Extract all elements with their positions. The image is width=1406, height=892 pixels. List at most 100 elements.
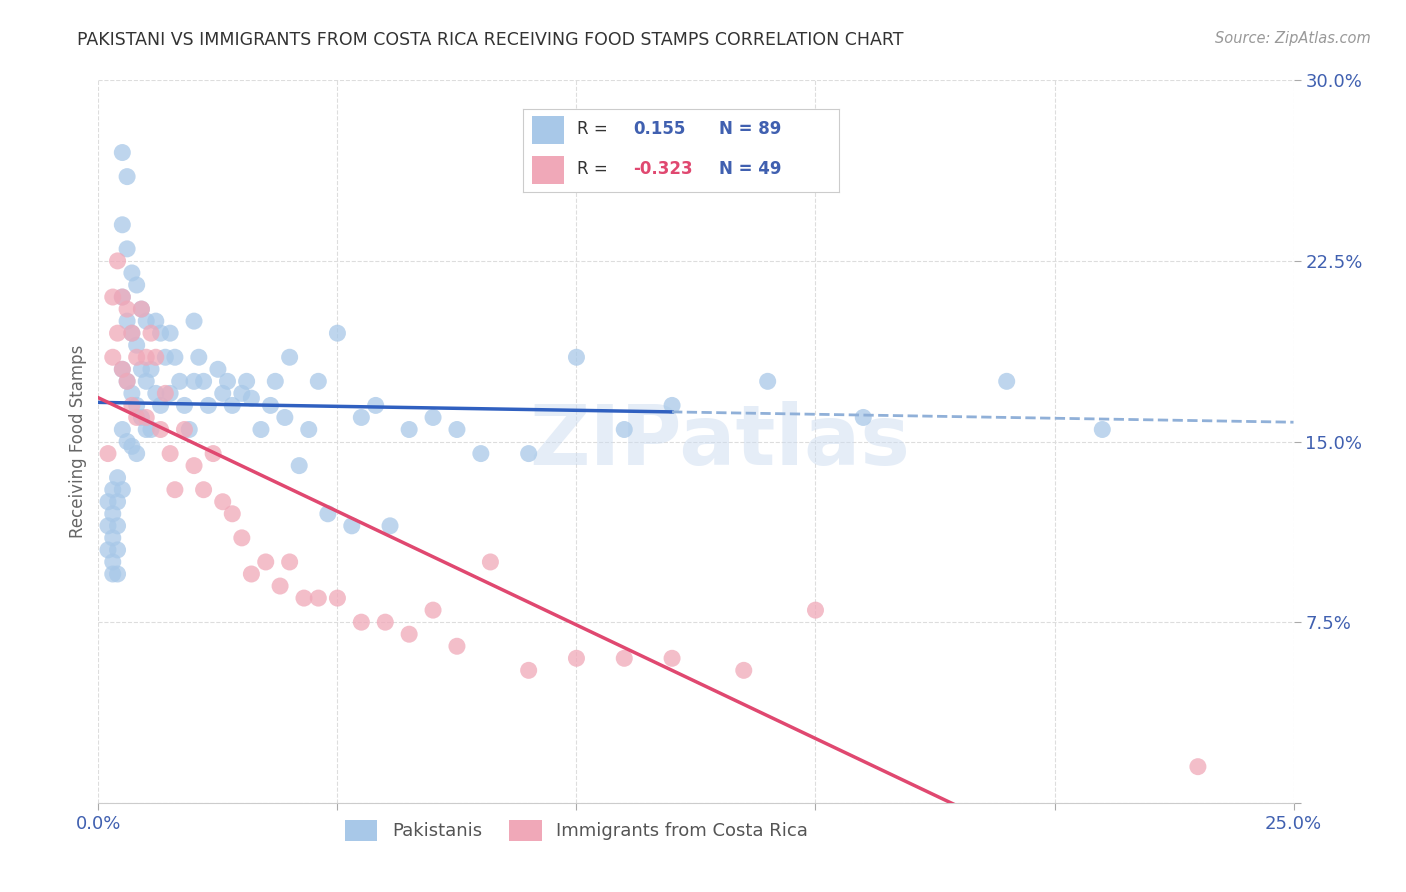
Point (565, 350, 588, 364)
Point (187, 350, 209, 364)
Point (288, 458, 311, 473)
Point (278, 350, 301, 364)
Point (613, 422, 636, 436)
Point (125, 277, 148, 292)
Point (107, 253, 129, 268)
Point (125, 446, 148, 460)
Point (661, 398, 683, 412)
Point (852, 410, 875, 425)
Point (101, 290, 124, 304)
Point (125, 350, 148, 364)
Point (111, 362, 134, 376)
Point (179, 422, 201, 436)
Point (121, 439, 143, 453)
Point (149, 422, 172, 436)
Point (107, 326, 129, 340)
Point (107, 567, 129, 582)
Point (159, 326, 181, 340)
Point (298, 422, 321, 436)
Point (97, 446, 120, 460)
Point (97, 518, 120, 533)
Point (111, 145, 134, 160)
Point (422, 410, 444, 425)
Point (111, 362, 134, 376)
Point (756, 374, 779, 388)
Point (101, 555, 124, 569)
Point (125, 398, 148, 412)
Point (446, 422, 468, 436)
Point (115, 434, 138, 449)
Point (115, 169, 138, 184)
Point (97, 542, 120, 557)
Point (217, 374, 239, 388)
Point (107, 470, 129, 484)
Point (378, 518, 401, 533)
Point (115, 301, 138, 317)
Point (307, 591, 329, 605)
Point (145, 386, 167, 401)
Point (131, 362, 153, 376)
Point (107, 518, 129, 533)
Point (221, 507, 243, 521)
Text: ZIPatlas: ZIPatlas (530, 401, 910, 482)
Point (183, 374, 205, 388)
Point (173, 422, 195, 436)
Point (374, 615, 396, 630)
Point (613, 651, 636, 665)
Point (163, 483, 186, 497)
Point (131, 301, 153, 317)
Point (398, 422, 420, 436)
Point (145, 350, 167, 364)
Point (250, 422, 273, 436)
Point (446, 639, 468, 653)
Point (254, 555, 277, 569)
Point (207, 362, 229, 376)
Point (350, 410, 373, 425)
Point (307, 374, 329, 388)
Point (121, 386, 143, 401)
Point (121, 266, 143, 280)
Point (135, 422, 157, 436)
Point (1091, 422, 1114, 436)
Point (326, 591, 349, 605)
Point (139, 422, 162, 436)
Point (135, 314, 157, 328)
Point (115, 374, 138, 388)
Point (131, 301, 153, 317)
Point (231, 531, 253, 545)
Point (111, 422, 134, 436)
Point (326, 326, 349, 340)
Point (183, 458, 205, 473)
Point (183, 314, 205, 328)
Point (240, 567, 263, 582)
Point (115, 242, 138, 256)
Point (107, 494, 129, 508)
Point (115, 314, 138, 328)
Point (565, 651, 588, 665)
Legend: Pakistanis, Immigrants from Costa Rica: Pakistanis, Immigrants from Costa Rica (337, 813, 815, 848)
Y-axis label: Receiving Food Stamps: Receiving Food Stamps (69, 345, 87, 538)
Point (135, 350, 157, 364)
Point (101, 483, 124, 497)
Point (101, 507, 124, 521)
Point (211, 386, 233, 401)
Point (274, 410, 297, 425)
Point (149, 326, 172, 340)
Text: PAKISTANI VS IMMIGRANTS FROM COSTA RICA RECEIVING FOOD STAMPS CORRELATION CHART: PAKISTANI VS IMMIGRANTS FROM COSTA RICA … (77, 31, 904, 49)
Point (159, 446, 181, 460)
Point (479, 555, 502, 569)
Point (121, 326, 143, 340)
Point (661, 651, 683, 665)
Point (111, 290, 134, 304)
Point (155, 386, 177, 401)
Point (517, 446, 540, 460)
Point (107, 542, 129, 557)
Point (121, 326, 143, 340)
Point (135, 410, 157, 425)
Point (517, 664, 540, 678)
Text: Source: ZipAtlas.com: Source: ZipAtlas.com (1215, 31, 1371, 46)
Point (278, 555, 301, 569)
Point (470, 446, 492, 460)
Point (733, 664, 755, 678)
Point (97, 494, 120, 508)
